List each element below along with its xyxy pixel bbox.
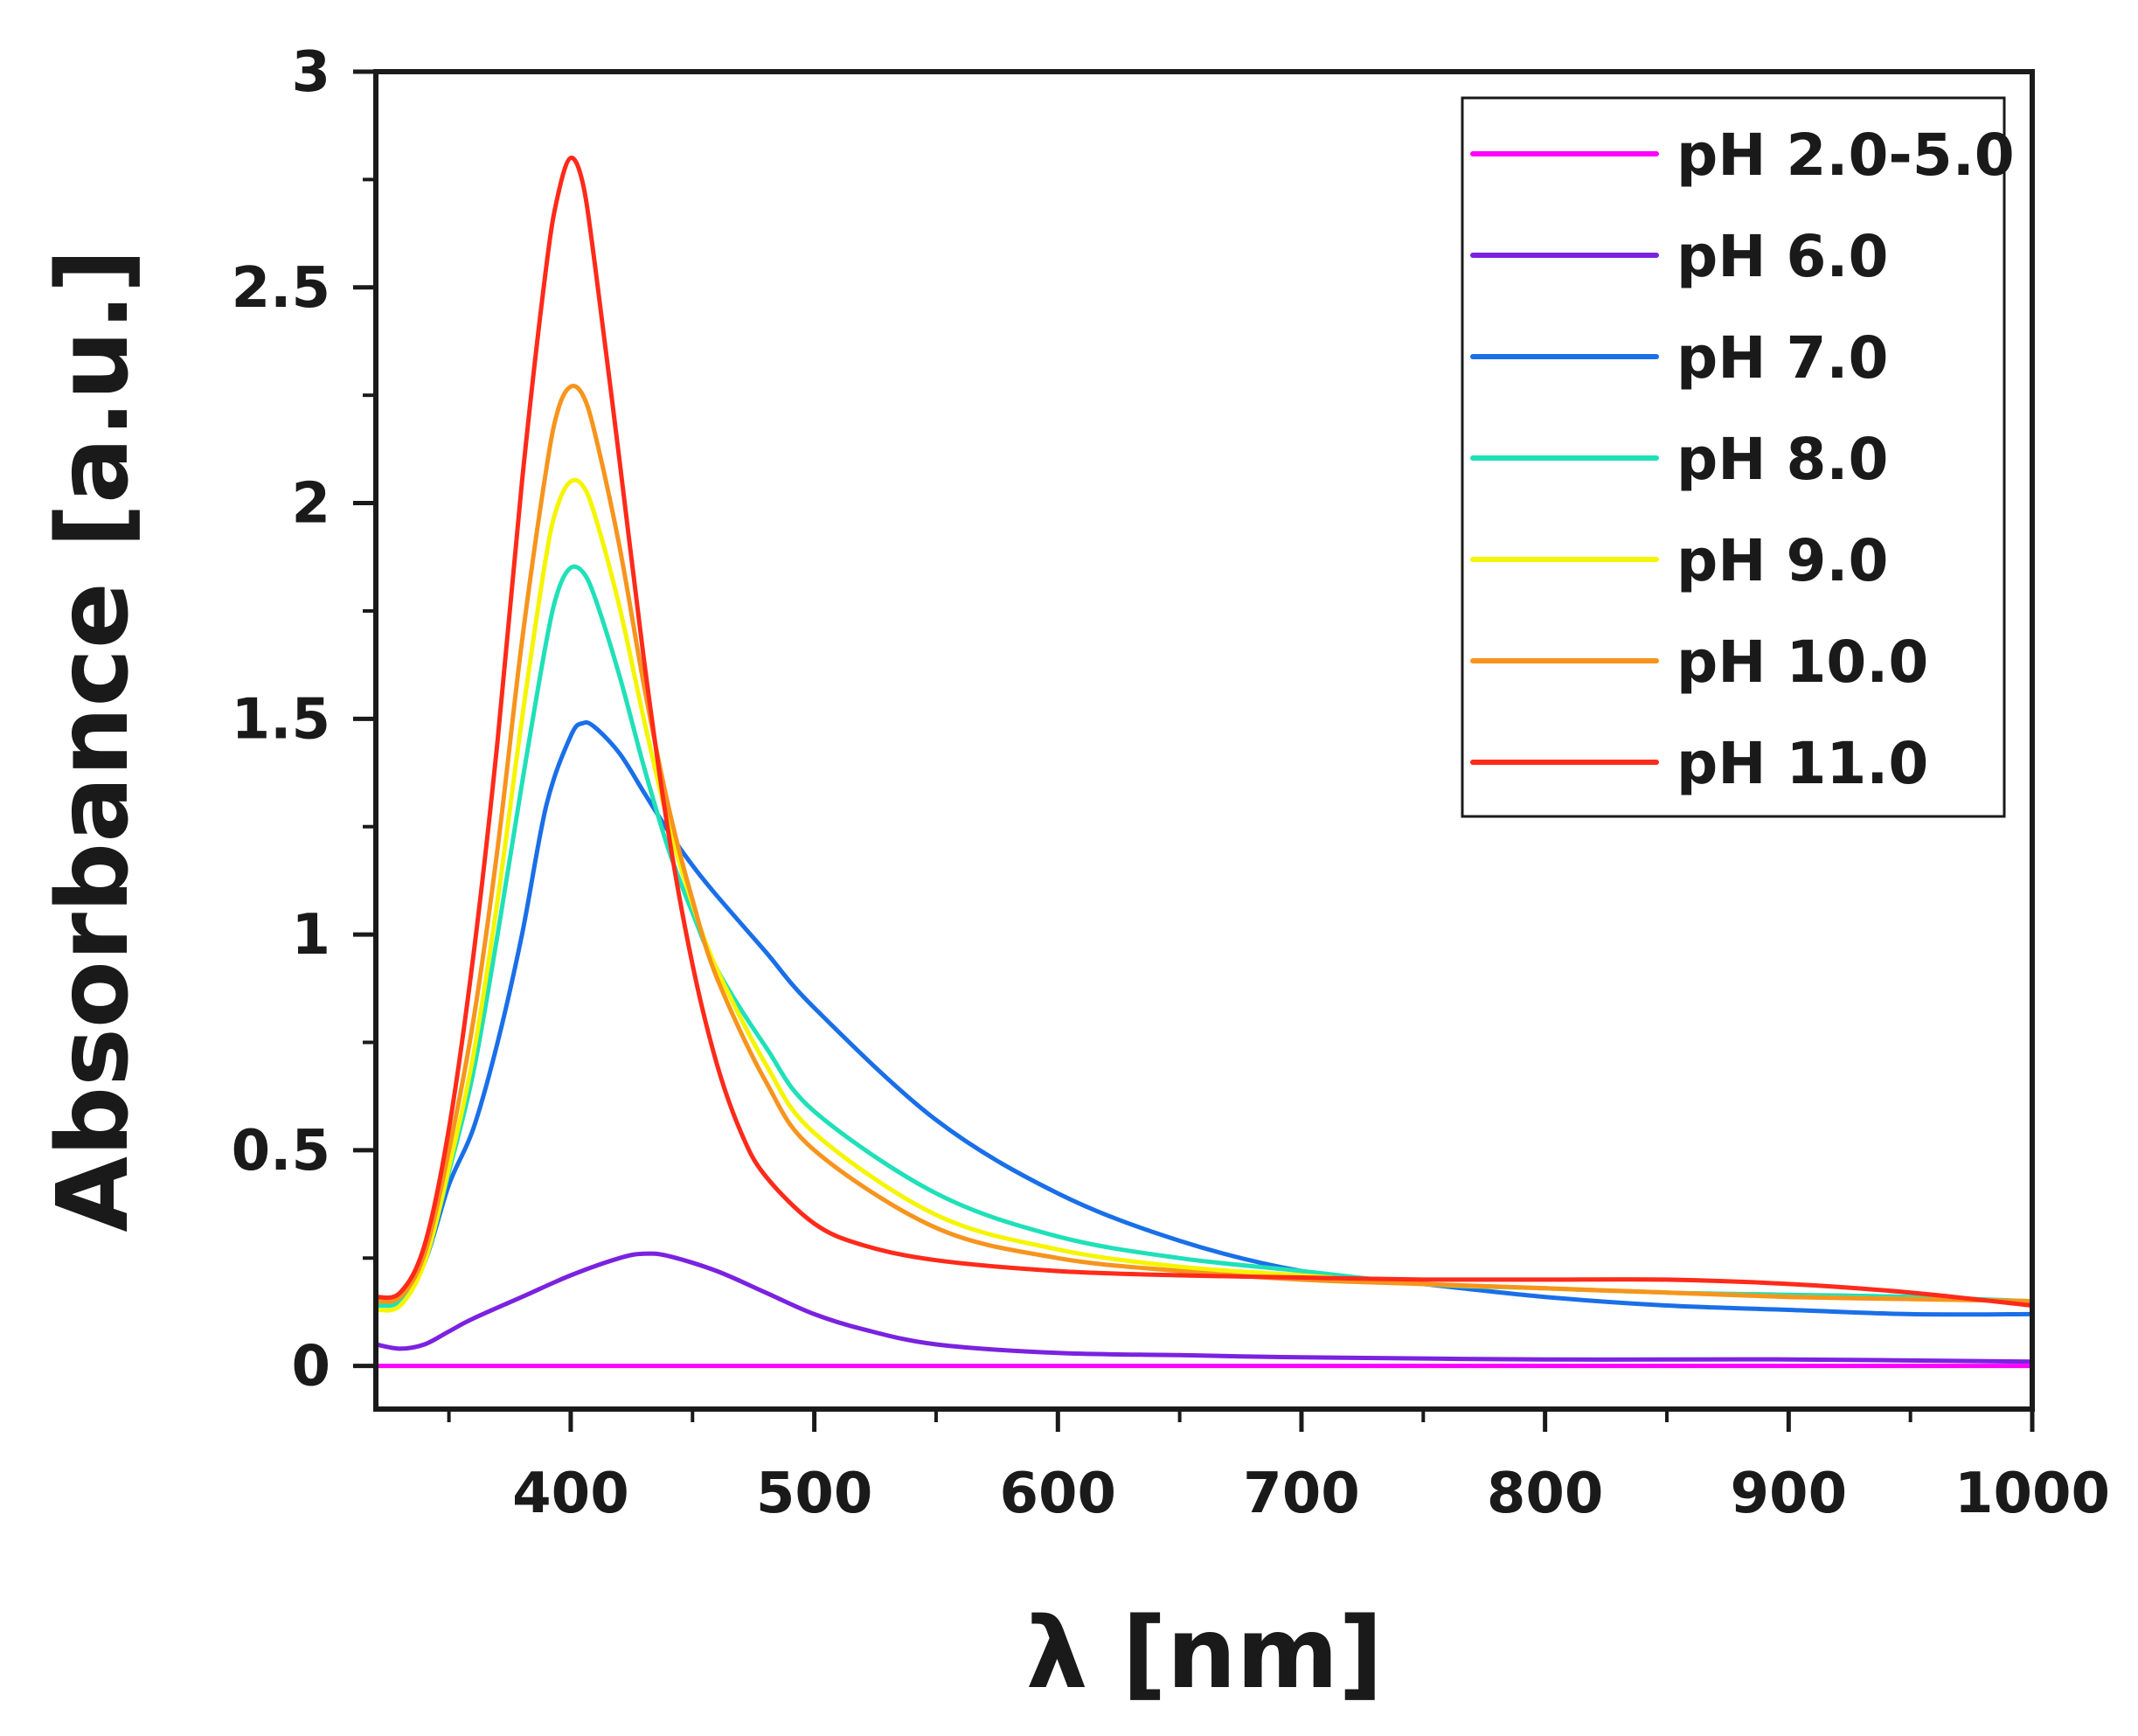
series-line-5 [373,384,2035,1304]
x-tick-label: 400 [512,1462,629,1526]
y-tick-label: 3 [291,40,330,105]
x-tick-label: 900 [1731,1462,1848,1526]
legend-label-0: pH 2.0-5.0 [1676,122,2015,189]
legend-label-1: pH 6.0 [1676,223,1888,290]
y-tick-label: 2.5 [232,256,330,321]
x-axis-title: λ [nm] [1026,1597,1384,1711]
legend-label-2: pH 7.0 [1676,324,1888,392]
legend: pH 2.0-5.0 pH 6.0 pH 7.0 pH 8.0 pH 9.0 pH 10.… [1461,96,2015,818]
legend-label-4: pH 9.0 [1676,527,1888,594]
x-tick-label: 600 [999,1462,1116,1526]
series-line-2 [373,720,2035,1317]
ticks-layer: 400 500 600 700 800 900 1000 0 0.5 1 1.5 2 2.5 3 [232,40,2110,1526]
x-tick-label: 500 [756,1462,873,1526]
legend-label-6: pH 11.0 [1676,730,1928,797]
legend-label-5: pH 10.0 [1676,628,1928,696]
y-tick-label: 1 [291,903,330,968]
y-tick-label: 1.5 [232,687,330,752]
y-tick-label: 0 [291,1335,330,1399]
x-tick-label: 800 [1487,1462,1604,1526]
series-line-1 [373,1251,2035,1364]
series-line-6 [373,156,2035,1308]
plot-frame [373,69,2035,1412]
y-axis-title: Absorbance [a.u.] [37,248,150,1232]
legend-label-3: pH 8.0 [1676,426,1888,493]
x-tick-label: 1000 [1954,1462,2110,1526]
y-tick-label: 2 [291,472,330,537]
x-tick-label: 700 [1243,1462,1360,1526]
series-layer [373,156,2035,1369]
y-tick-label: 0.5 [232,1119,330,1184]
